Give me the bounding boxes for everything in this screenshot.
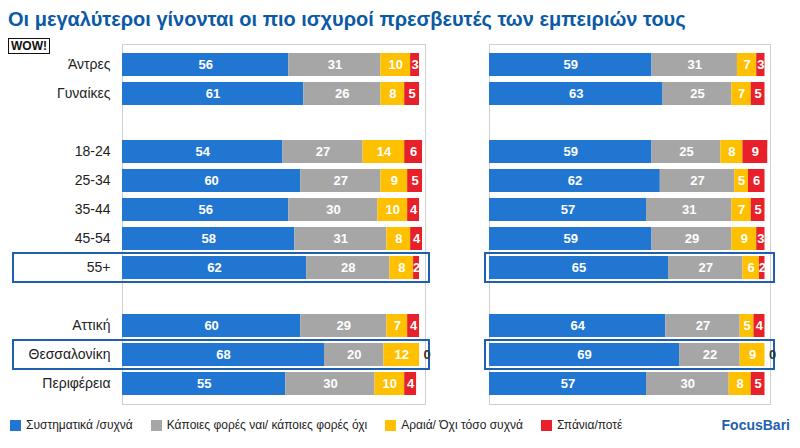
svg-text:4: 4 xyxy=(407,376,415,391)
svg-text:Αττική: Αττική xyxy=(72,317,110,333)
svg-text:58: 58 xyxy=(201,231,215,246)
svg-text:69: 69 xyxy=(577,347,591,362)
html-text:Οι μεγαλύτεροι γίνονται οι πιο: Οι μεγαλύτεροι γίνονται οι πιο ισχυροί π… xyxy=(8,8,686,30)
svg-text:27: 27 xyxy=(699,260,713,275)
svg-text:5: 5 xyxy=(411,173,418,188)
svg-text:57: 57 xyxy=(561,202,575,217)
svg-text:31: 31 xyxy=(334,231,348,246)
svg-text:2: 2 xyxy=(759,260,766,275)
svg-text:18-24: 18-24 xyxy=(75,143,111,159)
svg-text:2: 2 xyxy=(413,260,420,275)
svg-text:26: 26 xyxy=(335,86,349,101)
svg-text:6: 6 xyxy=(410,144,417,159)
svg-text:27: 27 xyxy=(316,144,330,159)
svg-text:29: 29 xyxy=(337,318,351,333)
svg-text:54: 54 xyxy=(195,144,210,159)
svg-text:8: 8 xyxy=(728,144,735,159)
svg-text:61: 61 xyxy=(206,86,220,101)
svg-text:25: 25 xyxy=(679,144,693,159)
svg-text:12: 12 xyxy=(395,347,409,362)
svg-text:10: 10 xyxy=(383,376,397,391)
svg-text:31: 31 xyxy=(688,57,702,72)
svg-text:10: 10 xyxy=(389,57,403,72)
svg-text:27: 27 xyxy=(696,318,710,333)
html-text:WOW!: WOW! xyxy=(11,39,47,53)
svg-text:8: 8 xyxy=(389,86,396,101)
svg-text:57: 57 xyxy=(561,376,575,391)
svg-text:56: 56 xyxy=(198,202,212,217)
svg-text:8: 8 xyxy=(398,260,405,275)
svg-text:56: 56 xyxy=(198,57,212,72)
svg-text:25-34: 25-34 xyxy=(75,172,111,188)
svg-text:63: 63 xyxy=(569,86,583,101)
svg-text:65: 65 xyxy=(572,260,586,275)
svg-text:5: 5 xyxy=(743,318,750,333)
svg-text:0: 0 xyxy=(769,347,776,362)
html-text:Σπάνια/ποτέ: Σπάνια/ποτέ xyxy=(556,418,623,432)
html-text:Συστηματικά /συχνά: Συστηματικά /συχνά xyxy=(26,418,133,432)
svg-text:7: 7 xyxy=(394,318,401,333)
svg-text:3: 3 xyxy=(411,57,418,72)
svg-text:31: 31 xyxy=(328,57,342,72)
svg-text:60: 60 xyxy=(204,318,218,333)
svg-text:31: 31 xyxy=(682,202,696,217)
svg-text:5: 5 xyxy=(754,202,761,217)
svg-text:Γυναίκες: Γυναίκες xyxy=(57,85,111,101)
html-text:FocusBari: FocusBari xyxy=(721,417,790,433)
svg-text:22: 22 xyxy=(703,347,717,362)
svg-text:4: 4 xyxy=(410,202,418,217)
svg-text:Άντρες: Άντρες xyxy=(68,56,111,72)
svg-text:4: 4 xyxy=(756,318,764,333)
svg-text:5: 5 xyxy=(409,86,416,101)
svg-text:9: 9 xyxy=(752,144,759,159)
svg-text:59: 59 xyxy=(564,144,578,159)
svg-text:5: 5 xyxy=(738,173,745,188)
svg-text:8: 8 xyxy=(395,231,402,246)
svg-text:7: 7 xyxy=(738,202,745,217)
svg-text:3: 3 xyxy=(757,57,764,72)
html-text:Αραιά/ Όχι τόσο συχνά: Αραιά/ Όχι τόσο συχνά xyxy=(401,418,523,432)
svg-text:59: 59 xyxy=(564,231,578,246)
svg-text:55+: 55+ xyxy=(87,259,111,275)
svg-text:7: 7 xyxy=(743,57,750,72)
svg-text:45-54: 45-54 xyxy=(75,230,111,246)
svg-text:3: 3 xyxy=(757,231,764,246)
svg-text:4: 4 xyxy=(410,318,418,333)
svg-text:9: 9 xyxy=(741,231,748,246)
svg-text:Περιφέρεια: Περιφέρεια xyxy=(42,375,110,391)
svg-text:14: 14 xyxy=(377,144,392,159)
svg-text:29: 29 xyxy=(685,231,699,246)
svg-text:30: 30 xyxy=(326,202,340,217)
svg-text:4: 4 xyxy=(413,231,421,246)
svg-text:27: 27 xyxy=(334,173,348,188)
svg-text:Θεσσαλονίκη: Θεσσαλονίκη xyxy=(29,346,111,362)
svg-text:27: 27 xyxy=(690,173,704,188)
svg-text:5: 5 xyxy=(754,376,761,391)
svg-text:64: 64 xyxy=(570,318,585,333)
svg-text:7: 7 xyxy=(738,86,745,101)
svg-text:5: 5 xyxy=(754,86,761,101)
svg-text:28: 28 xyxy=(341,260,355,275)
svg-text:6: 6 xyxy=(748,260,755,275)
svg-text:30: 30 xyxy=(323,376,337,391)
svg-text:9: 9 xyxy=(749,347,756,362)
svg-text:60: 60 xyxy=(204,173,218,188)
svg-text:55: 55 xyxy=(197,376,211,391)
svg-text:59: 59 xyxy=(564,57,578,72)
html-text:Κάποιες φορές ναι/ κάποιες φορ: Κάποιες φορές ναι/ κάποιες φορές όχι xyxy=(166,418,368,432)
svg-text:68: 68 xyxy=(216,347,230,362)
svg-text:10: 10 xyxy=(386,202,400,217)
svg-text:62: 62 xyxy=(207,260,221,275)
svg-text:8: 8 xyxy=(737,376,744,391)
svg-text:30: 30 xyxy=(681,376,695,391)
svg-text:9: 9 xyxy=(391,173,398,188)
svg-text:62: 62 xyxy=(568,173,582,188)
svg-text:6: 6 xyxy=(753,173,760,188)
svg-text:35-44: 35-44 xyxy=(75,201,111,217)
svg-text:0: 0 xyxy=(424,347,431,362)
svg-text:20: 20 xyxy=(347,347,361,362)
svg-text:25: 25 xyxy=(690,86,704,101)
